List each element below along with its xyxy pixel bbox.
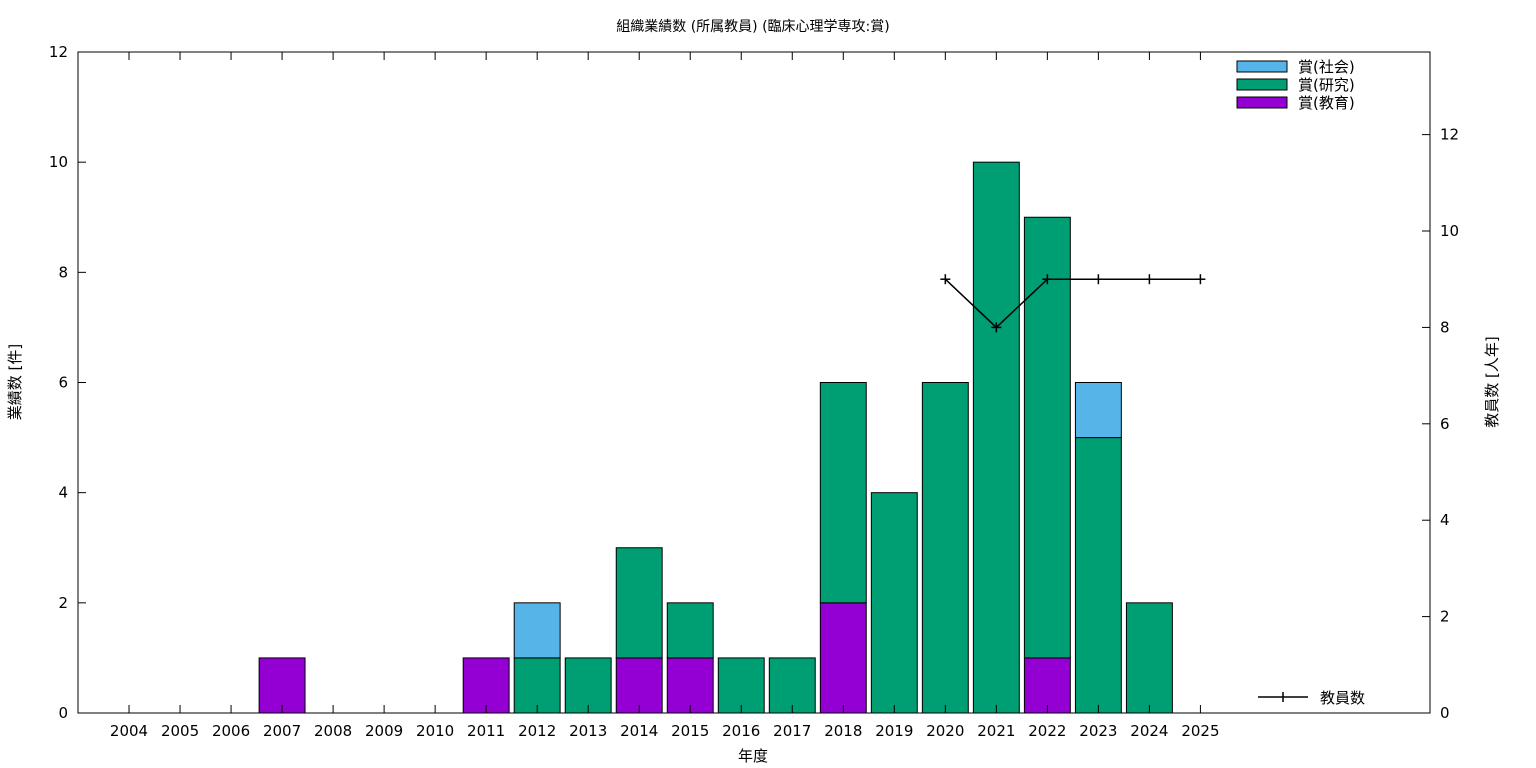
y-tick-label: 6 — [58, 374, 68, 392]
x-axis-label: 年度 — [738, 747, 768, 765]
y-tick-label: 12 — [49, 43, 68, 61]
bar-2018-賞(研究) — [819, 382, 867, 604]
y2-tick-label: 12 — [1440, 126, 1459, 144]
legend-swatch-賞(研究) — [1236, 78, 1288, 91]
x-tick-label: 2017 — [773, 722, 811, 740]
y2-axis-label: 教員数 [人年] — [1483, 336, 1501, 427]
bar-2015-賞(教育) — [666, 657, 714, 714]
bar-2018-賞(教育) — [819, 602, 867, 714]
bar-2011-賞(教育) — [462, 657, 510, 714]
x-tick-label: 2012 — [518, 722, 556, 740]
bar-2023-賞(研究) — [1074, 437, 1122, 714]
legend: 賞(社会)賞(研究)賞(教育) 教員数 — [1236, 58, 1365, 707]
bar-2022-賞(教育) — [1023, 657, 1071, 714]
x-tick-label: 2011 — [467, 722, 505, 740]
legend-label-賞(教育): 賞(教育) — [1298, 94, 1355, 112]
y-tick-label: 0 — [58, 704, 68, 722]
x-tick-label: 2018 — [824, 722, 862, 740]
y2-tick-label: 10 — [1440, 222, 1459, 240]
y2-tick-label: 6 — [1440, 415, 1450, 433]
x-tick-label: 2023 — [1079, 722, 1117, 740]
x-tick-label: 2015 — [671, 722, 709, 740]
x-tick-label: 2004 — [110, 722, 148, 740]
bar-2017-賞(研究) — [768, 657, 816, 714]
y-tick-label: 4 — [58, 484, 68, 502]
y-tick-label: 2 — [58, 594, 68, 612]
bar-2014-賞(研究) — [615, 547, 663, 659]
legend-label-line: 教員数 — [1320, 689, 1365, 707]
bar-2013-賞(研究) — [564, 657, 612, 714]
bar-2021-賞(研究) — [972, 161, 1020, 714]
y2-tick-label: 2 — [1440, 608, 1450, 626]
x-tick-label: 2024 — [1130, 722, 1168, 740]
faculty-line — [944, 278, 1201, 329]
bar-2023-賞(社会) — [1074, 382, 1122, 439]
bar-2007-賞(教育) — [258, 657, 306, 714]
legend-label-賞(社会): 賞(社会) — [1298, 58, 1355, 76]
x-tick-label: 2010 — [416, 722, 454, 740]
x-tick-label: 2014 — [620, 722, 658, 740]
y-tick-label: 10 — [49, 153, 68, 171]
x-tick-label: 2020 — [926, 722, 964, 740]
x-tick-label: 2013 — [569, 722, 607, 740]
y2-tick-label: 0 — [1440, 704, 1450, 722]
y2-tick-label: 8 — [1440, 318, 1450, 336]
y-axis-label: 業績数 [件] — [6, 344, 24, 420]
x-tick-label: 2009 — [365, 722, 403, 740]
x-tick-label: 2021 — [977, 722, 1015, 740]
plot-frame — [77, 51, 1431, 714]
x-tick-label: 2019 — [875, 722, 913, 740]
faculty-line-layer — [940, 274, 1206, 333]
legend-swatch-賞(教育) — [1236, 96, 1288, 109]
bar-2014-賞(教育) — [615, 657, 663, 714]
bar-2016-賞(研究) — [717, 657, 765, 714]
y-tick-label: 8 — [58, 263, 68, 281]
x-tick-label: 2025 — [1181, 722, 1219, 740]
chart-title: 組織業績数 (所属教員) (臨床心理学専攻:賞) — [616, 19, 889, 35]
bar-2012-賞(研究) — [513, 657, 561, 714]
x-tick-label: 2016 — [722, 722, 760, 740]
legend-swatch-賞(社会) — [1236, 60, 1288, 73]
y2-tick-label: 4 — [1440, 511, 1450, 529]
x-tick-label: 2007 — [263, 722, 301, 740]
ticks-layer: 0 2 4 6 8 10 12 0 2 4 6 8 10 12 2004 2005 2006 2007 2008 20… — [49, 43, 1459, 740]
legend-label-賞(研究): 賞(研究) — [1298, 76, 1355, 94]
bar-2020-賞(研究) — [921, 382, 969, 714]
bar-2019-賞(研究) — [870, 492, 918, 714]
x-tick-label: 2022 — [1028, 722, 1066, 740]
x-tick-label: 2005 — [161, 722, 199, 740]
bar-2012-賞(社会) — [513, 602, 561, 659]
bar-2015-賞(研究) — [666, 602, 714, 659]
x-tick-label: 2008 — [314, 722, 352, 740]
bar-2022-賞(研究) — [1023, 216, 1071, 659]
x-tick-label: 2006 — [212, 722, 250, 740]
bar-2024-賞(研究) — [1125, 602, 1173, 714]
bars-layer — [258, 161, 1173, 714]
